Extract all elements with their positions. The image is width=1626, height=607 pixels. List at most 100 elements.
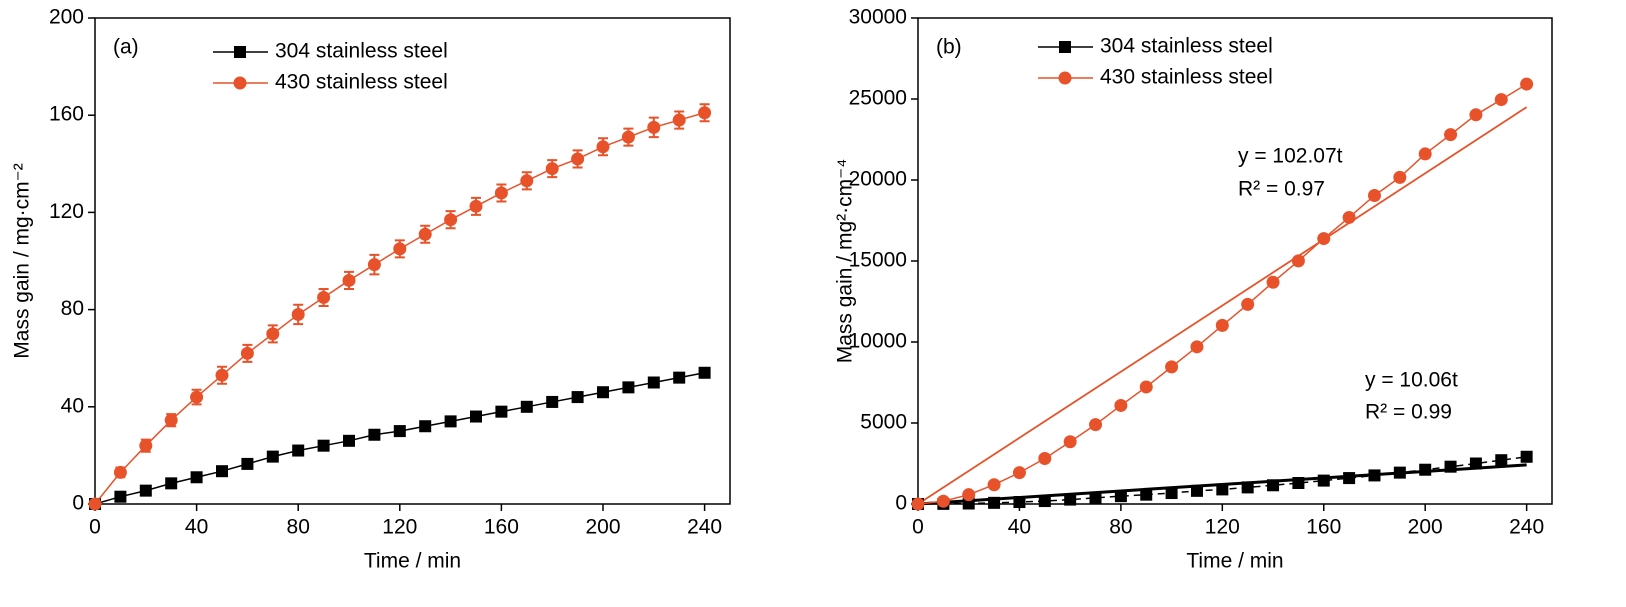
- y-tick-label: 40: [61, 394, 84, 417]
- x-axis-label: Time / min: [1186, 550, 1283, 573]
- marker: [1520, 77, 1534, 91]
- marker: [139, 439, 153, 453]
- marker: [393, 242, 407, 256]
- x-tick-label: 0: [89, 516, 101, 539]
- marker: [1393, 170, 1407, 184]
- marker: [571, 391, 584, 404]
- x-tick-label: 0: [912, 516, 924, 539]
- marker: [621, 130, 635, 144]
- marker: [1140, 488, 1153, 501]
- marker: [622, 381, 635, 394]
- marker: [1215, 318, 1229, 332]
- marker: [1064, 493, 1077, 506]
- marker: [647, 376, 660, 389]
- x-tick-label: 120: [1205, 516, 1240, 539]
- marker: [1418, 147, 1432, 161]
- marker: [911, 497, 925, 511]
- marker: [520, 174, 534, 188]
- marker: [1368, 469, 1381, 482]
- annotation: y = 102.07t: [1238, 145, 1343, 168]
- marker: [469, 199, 483, 213]
- marker: [1165, 487, 1178, 500]
- y-tick-label: 200: [49, 6, 84, 29]
- marker: [545, 162, 559, 176]
- marker: [1241, 297, 1255, 311]
- marker: [962, 497, 975, 510]
- marker: [292, 444, 305, 457]
- y-axis-label: Mass gain / mg·cm⁻²: [11, 163, 34, 358]
- marker: [520, 400, 533, 413]
- x-tick-label: 200: [585, 516, 620, 539]
- marker: [114, 490, 127, 503]
- series-line: [917, 83, 1528, 505]
- marker: [1367, 188, 1381, 202]
- marker: [1139, 380, 1153, 394]
- y-tick-label: 120: [49, 200, 84, 223]
- y-tick-label: 0: [895, 492, 907, 515]
- marker: [342, 273, 356, 287]
- marker: [1469, 108, 1483, 122]
- x-tick-label: 40: [1008, 516, 1031, 539]
- x-tick-label: 80: [1109, 516, 1132, 539]
- marker: [88, 497, 102, 511]
- marker: [1495, 454, 1508, 467]
- marker: [596, 140, 610, 154]
- marker: [546, 395, 559, 408]
- x-tick-label: 160: [1306, 516, 1341, 539]
- y-tick-label: 15000: [849, 249, 907, 272]
- marker: [1444, 460, 1457, 473]
- marker: [367, 258, 381, 272]
- marker: [317, 439, 330, 452]
- legend-label: 430 stainless steel: [275, 71, 448, 94]
- marker: [419, 420, 432, 433]
- marker: [1038, 495, 1051, 508]
- marker: [494, 186, 508, 200]
- marker: [233, 76, 247, 90]
- marker: [291, 307, 305, 321]
- marker: [987, 478, 1001, 492]
- series-line: [94, 372, 705, 505]
- x-tick-label: 240: [687, 516, 722, 539]
- marker: [647, 120, 661, 134]
- legend-label: 304 stainless steel: [275, 40, 448, 63]
- marker: [190, 471, 203, 484]
- marker: [1190, 340, 1204, 354]
- x-tick-label: 40: [185, 516, 208, 539]
- marker: [418, 227, 432, 241]
- marker: [1494, 93, 1508, 107]
- marker: [1267, 479, 1280, 492]
- marker: [190, 390, 204, 404]
- marker: [1317, 474, 1330, 487]
- marker: [1089, 418, 1103, 432]
- marker: [597, 386, 609, 399]
- marker: [495, 405, 508, 418]
- marker: [698, 106, 712, 120]
- marker: [1291, 254, 1305, 268]
- y-axis-label: Mass gain / mg²·cm⁻⁴: [834, 159, 857, 363]
- y-tick-label: 0: [72, 492, 84, 515]
- annotation: R² = 0.99: [1365, 401, 1452, 424]
- y-tick-label: 20000: [849, 168, 907, 191]
- marker: [241, 457, 254, 470]
- x-tick-label: 160: [484, 516, 519, 539]
- y-tick-label: 10000: [849, 330, 907, 353]
- y-tick-label: 160: [49, 103, 84, 126]
- y-tick-label: 30000: [849, 6, 907, 29]
- marker: [1266, 275, 1280, 289]
- marker: [113, 465, 127, 479]
- marker: [444, 213, 458, 227]
- marker: [1165, 360, 1179, 374]
- marker: [1114, 490, 1127, 503]
- x-tick-label: 200: [1408, 516, 1443, 539]
- marker: [1089, 491, 1102, 504]
- plot-frame: [917, 17, 1553, 505]
- marker: [266, 327, 280, 341]
- marker: [317, 290, 331, 304]
- fit-line: [917, 106, 1528, 505]
- plot-frame: [94, 17, 731, 505]
- marker: [216, 465, 228, 478]
- marker: [139, 484, 152, 497]
- panel-label: (b): [936, 36, 962, 59]
- marker: [1469, 457, 1482, 470]
